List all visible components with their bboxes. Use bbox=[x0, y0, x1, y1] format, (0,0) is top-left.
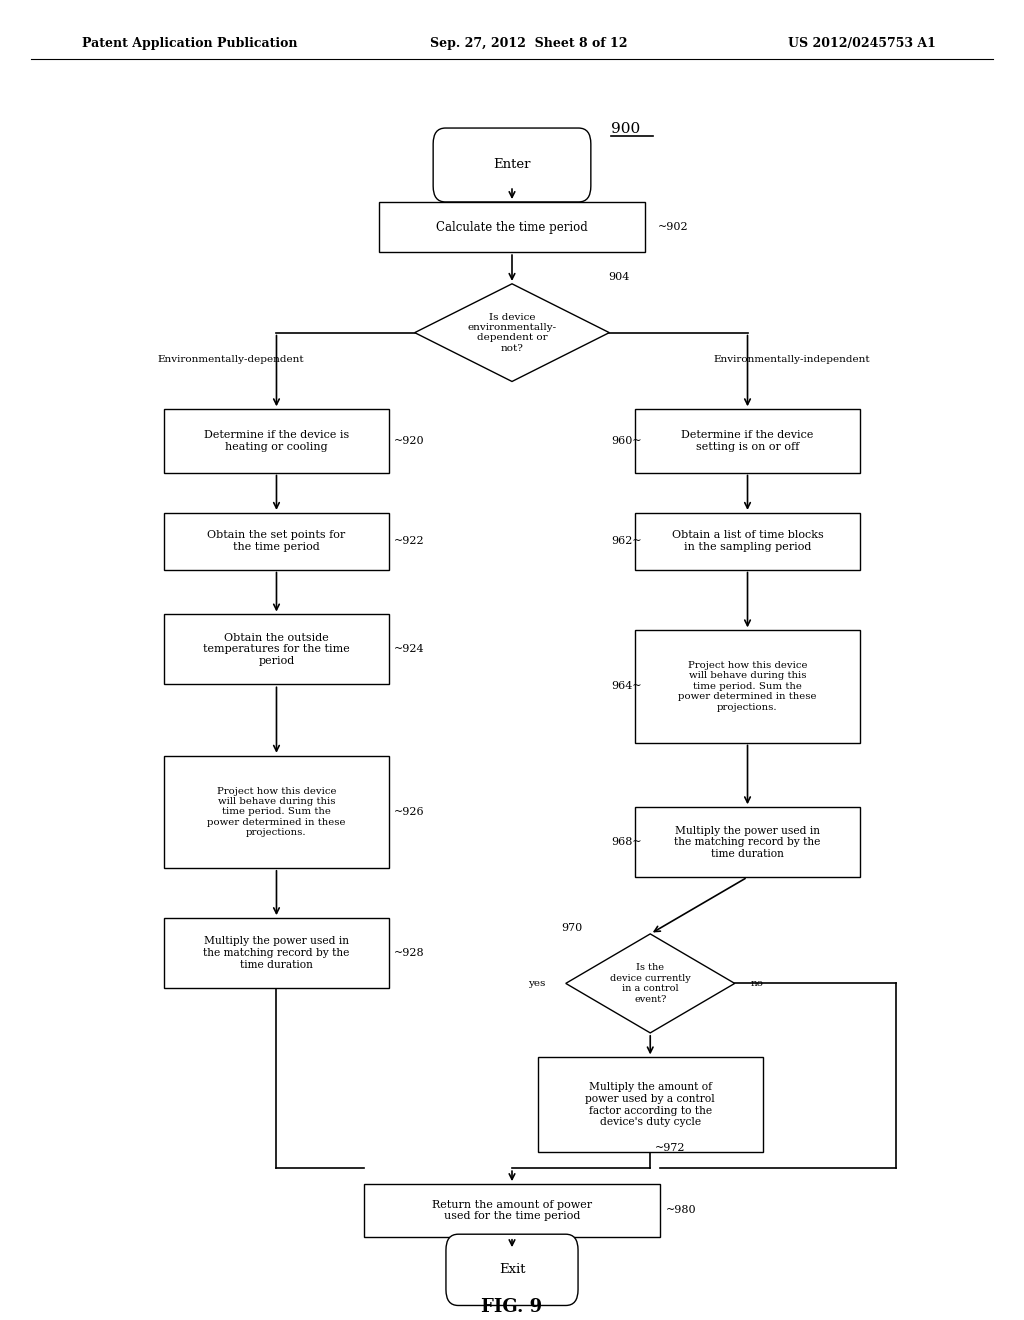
Polygon shape bbox=[415, 284, 609, 381]
Text: 964~: 964~ bbox=[611, 681, 642, 692]
FancyBboxPatch shape bbox=[164, 615, 389, 685]
Polygon shape bbox=[565, 935, 735, 1032]
Text: Multiply the power used in
the matching record by the
time duration: Multiply the power used in the matching … bbox=[204, 936, 349, 970]
Text: 900: 900 bbox=[611, 123, 641, 136]
Text: Calculate the time period: Calculate the time period bbox=[436, 220, 588, 234]
Text: Project how this device
will behave during this
time period. Sum the
power deter: Project how this device will behave duri… bbox=[678, 661, 817, 711]
Text: US 2012/0245753 A1: US 2012/0245753 A1 bbox=[788, 37, 936, 50]
Text: Determine if the device
setting is on or off: Determine if the device setting is on or… bbox=[681, 430, 814, 451]
Text: ~920: ~920 bbox=[394, 436, 425, 446]
Text: yes: yes bbox=[528, 979, 546, 987]
FancyBboxPatch shape bbox=[635, 512, 860, 570]
Text: Obtain the set points for
the time period: Obtain the set points for the time perio… bbox=[207, 531, 346, 552]
Text: Patent Application Publication: Patent Application Publication bbox=[82, 37, 297, 50]
FancyBboxPatch shape bbox=[164, 512, 389, 570]
Text: 962~: 962~ bbox=[611, 536, 642, 546]
Text: Project how this device
will behave during this
time period. Sum the
power deter: Project how this device will behave duri… bbox=[207, 787, 346, 837]
FancyBboxPatch shape bbox=[538, 1057, 763, 1152]
FancyBboxPatch shape bbox=[364, 1184, 660, 1237]
Text: Environmentally-dependent: Environmentally-dependent bbox=[157, 355, 304, 363]
Text: Environmentally-independent: Environmentally-independent bbox=[714, 355, 869, 363]
FancyBboxPatch shape bbox=[164, 409, 389, 473]
Text: ~926: ~926 bbox=[394, 807, 425, 817]
Text: FIG. 9: FIG. 9 bbox=[481, 1298, 543, 1316]
Text: no: no bbox=[751, 979, 764, 987]
Text: ~902: ~902 bbox=[657, 222, 688, 232]
Text: Exit: Exit bbox=[499, 1263, 525, 1276]
Text: Is device
environmentally-
dependent or
not?: Is device environmentally- dependent or … bbox=[467, 313, 557, 352]
FancyBboxPatch shape bbox=[164, 755, 389, 869]
Text: ~922: ~922 bbox=[394, 536, 425, 546]
Text: Obtain a list of time blocks
in the sampling period: Obtain a list of time blocks in the samp… bbox=[672, 531, 823, 552]
Text: 904: 904 bbox=[608, 272, 630, 282]
Text: Determine if the device is
heating or cooling: Determine if the device is heating or co… bbox=[204, 430, 349, 451]
FancyBboxPatch shape bbox=[379, 202, 645, 252]
Text: Sep. 27, 2012  Sheet 8 of 12: Sep. 27, 2012 Sheet 8 of 12 bbox=[430, 37, 628, 50]
FancyBboxPatch shape bbox=[635, 808, 860, 878]
Text: ~928: ~928 bbox=[394, 948, 425, 958]
Text: Multiply the power used in
the matching record by the
time duration: Multiply the power used in the matching … bbox=[675, 825, 820, 859]
Text: ~924: ~924 bbox=[394, 644, 425, 655]
FancyBboxPatch shape bbox=[164, 919, 389, 987]
FancyBboxPatch shape bbox=[433, 128, 591, 202]
Text: Return the amount of power
used for the time period: Return the amount of power used for the … bbox=[432, 1200, 592, 1221]
Text: Enter: Enter bbox=[494, 158, 530, 172]
Text: 960~: 960~ bbox=[611, 436, 642, 446]
FancyBboxPatch shape bbox=[446, 1234, 578, 1305]
Text: 970: 970 bbox=[561, 923, 583, 933]
FancyBboxPatch shape bbox=[635, 631, 860, 742]
Text: Obtain the outside
temperatures for the time
period: Obtain the outside temperatures for the … bbox=[203, 632, 350, 667]
Text: Multiply the amount of
power used by a control
factor according to the
device's : Multiply the amount of power used by a c… bbox=[586, 1082, 715, 1127]
FancyBboxPatch shape bbox=[635, 409, 860, 473]
Text: ~972: ~972 bbox=[655, 1143, 686, 1154]
Text: ~980: ~980 bbox=[666, 1205, 696, 1216]
Text: 968~: 968~ bbox=[611, 837, 642, 847]
Text: Is the
device currently
in a control
event?: Is the device currently in a control eve… bbox=[610, 964, 690, 1003]
